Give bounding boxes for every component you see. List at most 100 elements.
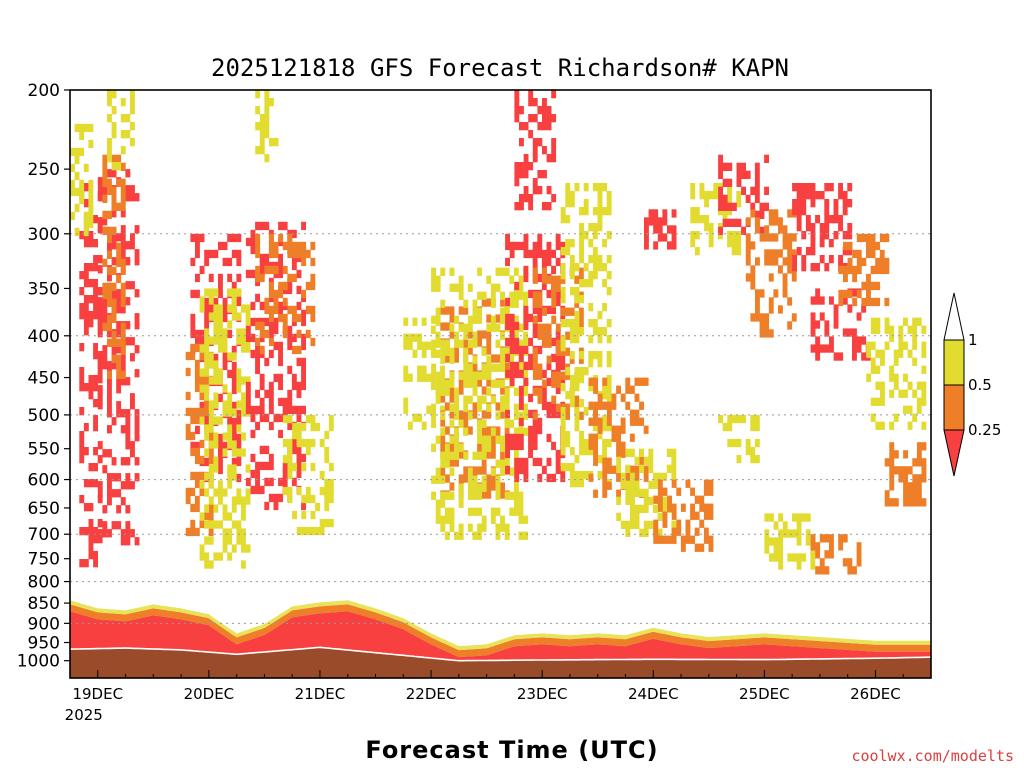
ri-cell	[727, 414, 733, 424]
ri-cell	[97, 329, 103, 338]
ri-cell	[699, 183, 705, 192]
ri-cell	[296, 422, 302, 432]
ri-cell	[273, 373, 279, 383]
ri-cell	[764, 154, 769, 163]
ri-cell	[107, 146, 112, 155]
ri-cell	[815, 320, 821, 329]
ri-cell	[93, 447, 98, 456]
ri-cell	[301, 333, 306, 343]
ri-cell	[435, 395, 441, 404]
ri-cell	[569, 471, 575, 480]
ri-cell	[708, 223, 714, 232]
ri-cell	[305, 414, 311, 424]
ri-cell	[120, 529, 126, 538]
ri-cell	[120, 298, 126, 307]
ri-cell	[255, 389, 260, 399]
ri-cell	[273, 289, 279, 299]
ri-cell	[440, 299, 446, 308]
ri-cell	[218, 449, 223, 459]
ri-cell	[518, 241, 524, 251]
ri-cell	[870, 397, 876, 406]
ri-cell	[810, 328, 816, 337]
ri-cell	[208, 249, 214, 259]
ri-cell	[255, 241, 261, 251]
ri-cell	[282, 405, 288, 415]
ri-cell	[454, 451, 459, 460]
y-tick-label-300: 300	[28, 225, 60, 245]
ri-cell	[518, 507, 524, 516]
ri-cell	[727, 202, 733, 211]
ri-cell	[898, 333, 904, 342]
ri-cell	[519, 122, 524, 131]
ri-cell	[602, 465, 608, 474]
ri-cell	[602, 391, 607, 400]
ri-cell	[528, 249, 533, 259]
ri-cell	[518, 275, 524, 284]
ri-cell	[810, 199, 816, 208]
ri-cell	[546, 122, 552, 131]
ri-cell	[79, 343, 85, 352]
ri-cell	[528, 353, 533, 363]
ri-cell	[551, 337, 556, 347]
ri-cell	[463, 410, 469, 419]
ri-cell	[546, 401, 552, 411]
ri-cell	[449, 451, 455, 460]
ri-cell	[602, 327, 607, 336]
ri-cell	[111, 154, 117, 163]
ri-cell	[518, 363, 524, 372]
source-credit[interactable]: coolwx.com/modelts	[851, 747, 1014, 765]
ri-cell	[542, 106, 547, 115]
ri-cell	[431, 347, 436, 356]
ri-cell	[750, 265, 756, 274]
ri-cell	[592, 223, 598, 232]
ri-cell	[269, 281, 274, 291]
ri-cell	[440, 373, 445, 382]
ri-cell	[870, 281, 876, 291]
ri-cell	[241, 536, 246, 545]
ri-cell	[97, 225, 103, 234]
ri-cell	[532, 363, 538, 372]
ri-cell	[93, 303, 98, 312]
ri-cell	[472, 402, 478, 411]
ri-cell	[195, 289, 200, 299]
ri-cell	[810, 231, 816, 240]
x-tick-label-20DEC: 20DEC	[184, 685, 235, 703]
ri-cell	[236, 233, 242, 243]
ri-cell	[116, 162, 122, 171]
ri-cell	[93, 559, 98, 568]
ri-cell	[519, 138, 524, 147]
ri-cell	[222, 400, 228, 409]
ri-cell	[699, 215, 705, 224]
ri-cell	[606, 375, 612, 384]
ri-cell	[921, 381, 927, 390]
ri-cell	[514, 114, 520, 123]
ri-cell	[523, 403, 528, 412]
ri-cell	[310, 462, 316, 472]
ri-cell	[606, 271, 612, 280]
ri-cell	[907, 405, 913, 414]
ri-cell	[578, 267, 584, 276]
ri-cell	[815, 296, 821, 305]
ri-cell	[88, 263, 94, 272]
ri-cell	[102, 361, 108, 370]
ri-cell	[620, 393, 626, 402]
ri-cell	[190, 407, 196, 417]
ri-cell	[227, 352, 233, 361]
ri-cell	[83, 199, 89, 208]
ri-cell	[828, 255, 834, 264]
ri-cell	[241, 544, 246, 553]
ri-cell	[593, 417, 598, 426]
ri-cell	[731, 218, 737, 227]
ri-cell	[551, 154, 557, 163]
ri-cell	[514, 433, 520, 443]
ri-cell	[866, 349, 872, 358]
ri-cell	[88, 195, 94, 205]
ri-cell	[301, 289, 307, 299]
ri-cell	[519, 162, 524, 171]
ri-cell	[523, 291, 528, 300]
ri-cell	[417, 365, 422, 374]
ri-cell	[532, 315, 538, 324]
ri-cell	[292, 345, 297, 355]
ri-cell	[565, 371, 570, 380]
ri-cell	[273, 341, 279, 351]
